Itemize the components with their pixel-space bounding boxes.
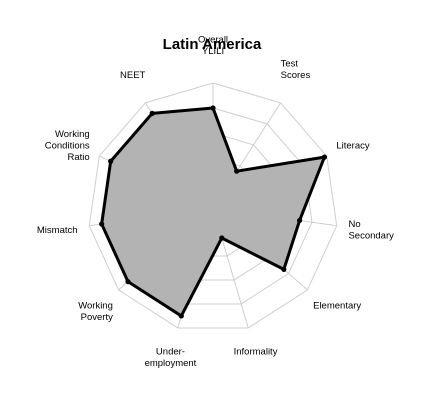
axis-label-line: Under- xyxy=(156,347,185,358)
axis-labels: Overall YLILI Test Scores Literacy No Secondar… xyxy=(37,35,394,369)
axis-label-line: Conditions xyxy=(45,141,90,152)
axis-label: Working Conditions Ratio xyxy=(45,129,90,163)
axis-label-line: Informality xyxy=(234,347,278,358)
axis-label-line: employment xyxy=(145,358,197,369)
axis-label-line: Test xyxy=(281,59,299,70)
grid-ring xyxy=(88,82,338,329)
axis-label-line: Overall xyxy=(198,35,228,46)
data-point xyxy=(99,221,105,227)
data-point xyxy=(149,110,155,116)
series-area xyxy=(101,108,325,316)
series-line xyxy=(100,106,326,318)
axis-label-line: Literacy xyxy=(336,141,370,152)
axis-label-line: Scores xyxy=(281,70,311,81)
axis-label-line: Ratio xyxy=(67,152,89,163)
axis-label: Mismatch xyxy=(37,225,78,236)
axis-label: NEET xyxy=(120,70,146,81)
data-point xyxy=(321,154,328,160)
axis-label-line: Poverty xyxy=(81,312,113,323)
axis-label: No Secondary xyxy=(348,219,394,242)
axis-label-line: No xyxy=(348,219,360,230)
chart-title: Latin America xyxy=(163,36,262,53)
grid-spoke xyxy=(219,231,249,329)
data-point xyxy=(281,266,287,272)
data-point xyxy=(125,279,131,285)
axis-label: Under-employment xyxy=(145,347,197,370)
data-point xyxy=(234,168,240,174)
axis-label-line: Secondary xyxy=(348,231,394,242)
axis-label: Test Scores xyxy=(281,59,311,82)
data-point xyxy=(297,217,303,224)
axis-label: Literacy xyxy=(336,141,370,152)
axis-label-line: NEET xyxy=(120,70,146,81)
radar-series xyxy=(99,105,328,319)
axis-label-line: YLILI xyxy=(202,46,224,57)
data-point xyxy=(178,313,184,319)
data-point xyxy=(108,158,114,164)
data-point xyxy=(219,235,225,241)
axis-label-line: Elementary xyxy=(313,301,361,312)
data-point xyxy=(210,105,216,111)
axis-label: Working Poverty xyxy=(78,301,113,324)
axis-label: Informality xyxy=(234,347,278,358)
axis-label: Elementary xyxy=(313,301,361,312)
axis-label: Overall YLILI xyxy=(198,35,228,58)
axis-label-line: Working xyxy=(55,129,90,140)
axis-label-line: Working xyxy=(78,301,113,312)
axis-label-line: Mismatch xyxy=(37,225,78,236)
